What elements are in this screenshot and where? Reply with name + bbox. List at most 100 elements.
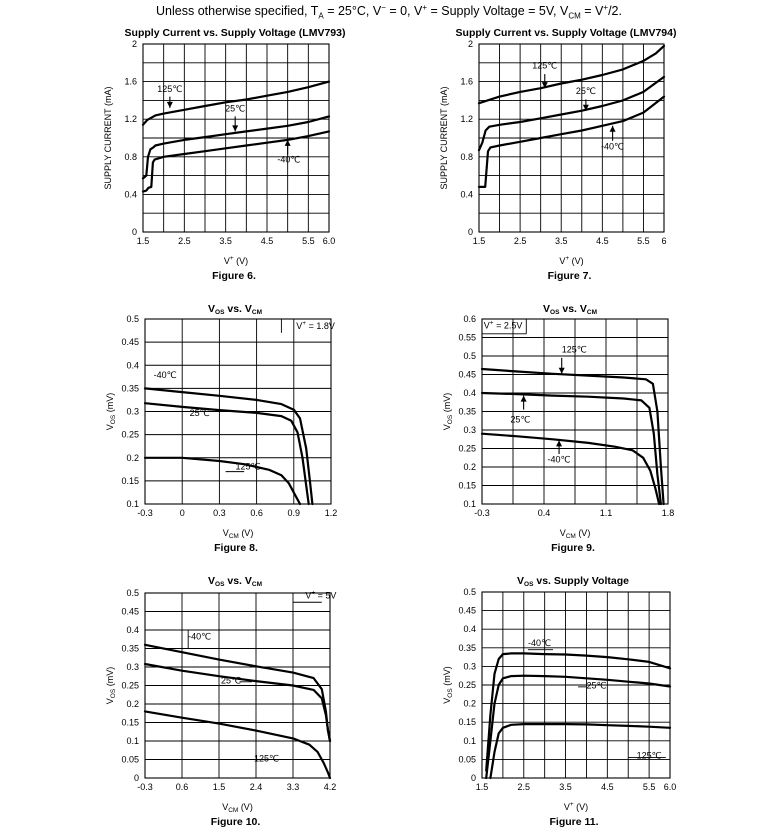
chart-title: VOS vs. VCM <box>208 575 262 588</box>
series-label: 125℃ <box>637 751 662 761</box>
x-tick-label: 1.2 <box>325 508 338 518</box>
chart-title: VOS vs. Supply Voltage <box>517 575 629 588</box>
series-label: 125℃ <box>157 84 182 94</box>
xlabel-v: V <box>564 802 570 812</box>
series-line-25 <box>143 402 310 506</box>
y-tick-label: 0.4 <box>126 360 139 370</box>
y-tick-label: 0.6 <box>463 314 476 324</box>
x-tick-label: 3.3 <box>287 782 300 792</box>
xlabel-sub: CM <box>566 533 576 540</box>
figure-label: Figure 7. <box>548 270 592 282</box>
title-mid: vs. V <box>224 575 251 587</box>
title-sub: OS <box>215 309 225 316</box>
header-ta-sub: A <box>318 11 324 21</box>
series-line-25 <box>143 662 332 743</box>
chart-title: VOS vs. VCM <box>208 303 262 316</box>
x-axis-label: V+ (V) <box>224 255 248 266</box>
x-tick-label: 6.0 <box>664 782 677 792</box>
header-part2: = 0, V <box>385 4 423 19</box>
y-tick-label: 0.15 <box>121 718 139 728</box>
arrow-head <box>558 367 565 374</box>
series-label: 125℃ <box>236 461 261 471</box>
title-sub2: CM <box>252 581 262 588</box>
y-axis-label: VOS (mV) <box>442 393 454 430</box>
y-tick-label: 0.5 <box>463 351 476 361</box>
series-label: -40℃ <box>528 638 551 648</box>
x-tick-label: 4.2 <box>324 782 337 792</box>
x-tick-label: -0.3 <box>137 508 153 518</box>
series-line-125 <box>141 80 331 126</box>
y-tick-label: 0.4 <box>463 388 476 398</box>
y-tick-label: 0.4 <box>126 625 139 635</box>
y-tick-label: 0.5 <box>463 587 476 597</box>
series-label: -40℃ <box>277 154 300 164</box>
x-tick-label: 0.3 <box>213 508 226 518</box>
series-label: 25℃ <box>586 681 606 691</box>
plot-frame <box>481 591 671 779</box>
x-tick-label: 3.5 <box>555 236 568 246</box>
series-label: V+ = 2.5V <box>484 319 523 330</box>
series-label: V+ = 5V <box>305 590 336 601</box>
label-sup: + <box>302 320 306 327</box>
plot-frame <box>144 318 332 505</box>
series-label: -40℃ <box>154 370 177 380</box>
arrow-head <box>232 125 239 132</box>
xlabel-unit: (V) <box>239 528 254 538</box>
y-tick-label: 0.1 <box>463 499 476 509</box>
y-axis-label: VOS (mV) <box>105 667 117 704</box>
xlabel-v: V <box>559 256 565 266</box>
x-tick-label: 2.5 <box>518 782 531 792</box>
chart-title: VOS vs. VCM <box>543 303 597 316</box>
x-tick-label: 0.9 <box>288 508 301 518</box>
title-sub: OS <box>550 309 560 316</box>
x-tick-label: -0.3 <box>474 508 490 518</box>
series-label: 125℃ <box>254 753 279 763</box>
ylabel-unit: (mV) <box>105 667 115 689</box>
arrow-head <box>541 82 548 89</box>
xlabel-sub: CM <box>228 807 238 814</box>
y-tick-label: 0.25 <box>458 444 476 454</box>
title-v: V <box>208 575 215 587</box>
x-tick-label: 1.5 <box>476 782 489 792</box>
series-label: 25℃ <box>225 104 245 114</box>
series-line-125 <box>143 456 302 506</box>
x-tick-label: 2.5 <box>514 236 527 246</box>
ylabel-unit: (mV) <box>105 393 115 415</box>
y-tick-label: 0 <box>134 773 139 783</box>
chart-vos-vs-vcm-1v8: VOS vs. VCM-0.3 0 0.3 0.6 0.9 1.20.10.150.20.… <box>105 303 338 554</box>
series-line-25 <box>485 674 672 780</box>
y-tick-label: 0.05 <box>458 754 476 764</box>
series-line-125 <box>143 710 332 780</box>
header-part5: /2. <box>608 4 622 19</box>
ylabel-sub: OS <box>447 414 454 424</box>
y-tick-label: 0.2 <box>463 699 476 709</box>
xlabel-sup: + <box>565 255 569 262</box>
ylabel-unit: (mV) <box>442 666 452 688</box>
series-label: 25℃ <box>221 676 241 686</box>
x-axis-label: V+ (V) <box>559 255 583 266</box>
series-label: -40℃ <box>601 141 624 151</box>
y-tick-label: 0.4 <box>463 624 476 634</box>
y-tick-label: 0.5 <box>126 314 139 324</box>
ylabel-v: V <box>442 424 452 430</box>
x-tick-label: 6.0 <box>323 236 336 246</box>
xlabel-unit: (V) <box>576 528 591 538</box>
title-mid: vs. V <box>224 303 251 315</box>
ylabel-sub: OS <box>110 414 117 424</box>
x-tick-label: 0.6 <box>250 508 263 518</box>
x-tick-label: 1.5 <box>137 236 150 246</box>
series-line--40 <box>141 130 331 193</box>
y-tick-label: 0.3 <box>463 661 476 671</box>
ylabel-sub: OS <box>447 688 454 698</box>
xlabel-v: V <box>560 528 566 538</box>
x-tick-label: 3.5 <box>219 236 232 246</box>
y-tick-label: 0.3 <box>126 662 139 672</box>
x-tick-label: 4.5 <box>601 782 614 792</box>
label-sup: + <box>311 590 315 597</box>
y-tick-label: 0.45 <box>458 370 476 380</box>
xlabel-sub: CM <box>229 533 239 540</box>
header-part1: = 25°C, V <box>323 4 382 19</box>
y-axis-label: VOS (mV) <box>442 666 454 703</box>
header-prefix: Unless otherwise specified, T <box>156 4 319 19</box>
arrow-head <box>609 125 616 132</box>
